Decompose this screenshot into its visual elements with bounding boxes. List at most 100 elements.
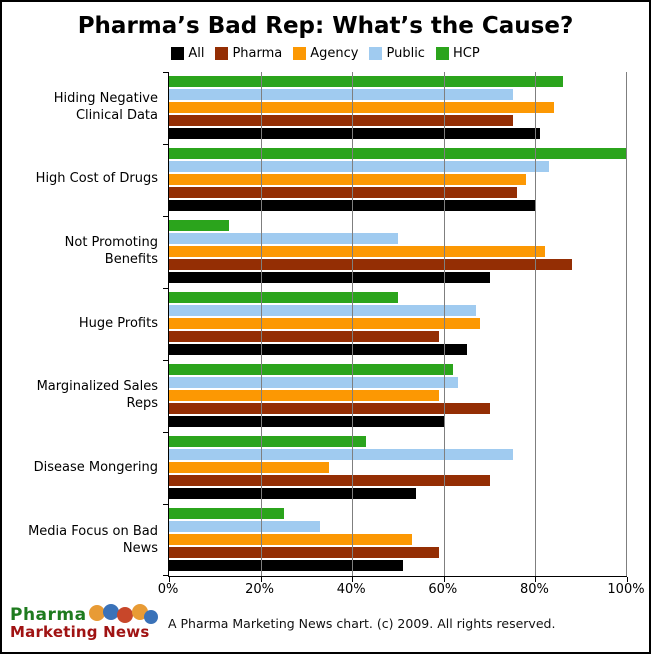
bar-group-2 — [169, 216, 627, 288]
gridline-40 — [352, 71, 354, 576]
x-axis-label-80pct: 80% — [519, 581, 549, 597]
bar-pharma-4 — [169, 403, 490, 415]
legend-label-all: All — [188, 46, 205, 62]
bar-public-4 — [169, 377, 458, 389]
category-label-text: Media Focus on Bad News — [28, 523, 158, 556]
logo-line2: Marketing News — [10, 623, 150, 642]
bar-hcp-4 — [169, 364, 453, 376]
gridline-80 — [535, 71, 537, 576]
legend-item-hcp: HCP — [435, 46, 480, 62]
legend-swatch-agency — [293, 47, 307, 61]
category-label-text: Marginalized Sales Reps — [36, 379, 158, 412]
legend-swatch-hcp — [435, 47, 449, 61]
bar-all-6 — [169, 560, 403, 572]
legend: All Pharma Agency Public HCP — [2, 45, 649, 63]
legend-item-public: Public — [369, 46, 425, 62]
legend-label-agency: Agency — [310, 46, 359, 62]
y-tick-0 — [163, 71, 169, 73]
bar-group-1 — [169, 144, 627, 216]
legend-swatch-pharma — [215, 47, 229, 61]
bar-all-2 — [169, 272, 490, 284]
bar-public-1 — [169, 161, 550, 173]
copyright-credit: A Pharma Marketing News chart. (c) 2009.… — [168, 616, 556, 632]
bar-hcp-6 — [169, 508, 284, 520]
legend-swatch-public — [369, 47, 383, 61]
plot-region: Hiding Negative Clinical Data High Cost o… — [2, 71, 649, 582]
x-axis-labels: 0% 20% 40% 60% 80% 100% — [158, 577, 645, 601]
legend-item-all: All — [171, 46, 204, 61]
y-tick-5 — [163, 431, 169, 433]
chart-title: Pharma’s Bad Rep: What’s the Cause? — [77, 13, 574, 39]
footer: Pharma Marketing News A Pharma Marketing… — [2, 601, 649, 646]
category-label-2: Not Promoting Benefits — [2, 216, 168, 288]
x-axis-label-100pct: 100% — [607, 581, 645, 597]
category-label-text: Huge Profits — [78, 315, 158, 331]
bar-pharma-0 — [169, 115, 513, 127]
publisher-logo: Pharma Marketing News — [10, 602, 162, 646]
bar-hcp-3 — [169, 292, 398, 304]
category-label-0: Hiding Negative Clinical Data — [2, 72, 168, 144]
pills-icon — [89, 603, 158, 624]
x-axis-label-0pct: 0% — [157, 581, 179, 597]
y-tick-3 — [163, 287, 169, 289]
bar-pharma-6 — [169, 547, 440, 559]
bar-public-5 — [169, 449, 513, 461]
bar-pharma-2 — [169, 259, 573, 271]
bar-agency-1 — [169, 174, 527, 186]
legend-item-pharma: Pharma — [215, 46, 282, 61]
bar-group-3 — [169, 288, 627, 360]
bar-hcp-0 — [169, 76, 563, 88]
x-tick-0 — [169, 576, 170, 582]
bar-public-0 — [169, 89, 513, 101]
bar-group-4 — [169, 360, 627, 432]
bar-groups — [169, 72, 627, 576]
gridline-60 — [443, 71, 445, 576]
category-label-text: High Cost of Drugs — [35, 171, 158, 187]
x-axis-label-40pct: 40% — [336, 581, 366, 597]
bar-agency-4 — [169, 390, 440, 402]
x-tick-100 — [627, 576, 628, 582]
category-label-text: Disease Mongering — [33, 459, 158, 475]
y-tick-1 — [163, 143, 169, 145]
gridline-20 — [260, 71, 262, 576]
bar-group-5 — [169, 432, 627, 504]
category-label-6: Media Focus on Bad News — [2, 504, 168, 576]
category-label-1: High Cost of Drugs — [2, 144, 168, 216]
bar-group-6 — [169, 504, 627, 576]
bar-hcp-1 — [169, 148, 627, 160]
legend-swatch-all — [171, 47, 185, 61]
bar-all-4 — [169, 416, 444, 428]
bar-agency-3 — [169, 318, 481, 330]
bar-public-2 — [169, 233, 398, 245]
logo-line1: Pharma — [10, 604, 87, 625]
bar-pharma-5 — [169, 475, 490, 487]
x-tick-40 — [352, 576, 354, 582]
category-axis: Hiding Negative Clinical Data High Cost o… — [2, 72, 168, 577]
x-tick-60 — [443, 576, 445, 582]
legend-item-agency: Agency — [293, 46, 358, 61]
bar-hcp-5 — [169, 436, 366, 448]
bar-agency-5 — [169, 462, 330, 474]
x-tick-20 — [260, 576, 262, 582]
legend-label-hcp: HCP — [452, 46, 480, 62]
plot-area — [163, 71, 628, 582]
category-label-text: Not Promoting Benefits — [64, 235, 158, 267]
y-tick-4 — [163, 359, 169, 361]
bar-public-6 — [169, 521, 321, 533]
category-label-4: Marginalized Sales Reps — [2, 360, 168, 432]
legend-label-public: Public — [386, 46, 425, 62]
category-label-3: Huge Profits — [2, 288, 168, 360]
x-tick-80 — [535, 576, 537, 582]
category-label-5: Disease Mongering — [2, 432, 168, 504]
bar-pharma-1 — [169, 187, 518, 199]
y-tick-2 — [163, 215, 169, 217]
bar-hcp-2 — [169, 220, 229, 232]
x-axis-label-20pct: 20% — [245, 581, 275, 597]
bar-all-0 — [169, 128, 540, 140]
bar-agency-2 — [169, 246, 545, 258]
bar-pharma-3 — [169, 331, 440, 343]
bar-all-5 — [169, 488, 417, 500]
bar-public-3 — [169, 305, 476, 317]
gridline-100 — [626, 71, 627, 576]
